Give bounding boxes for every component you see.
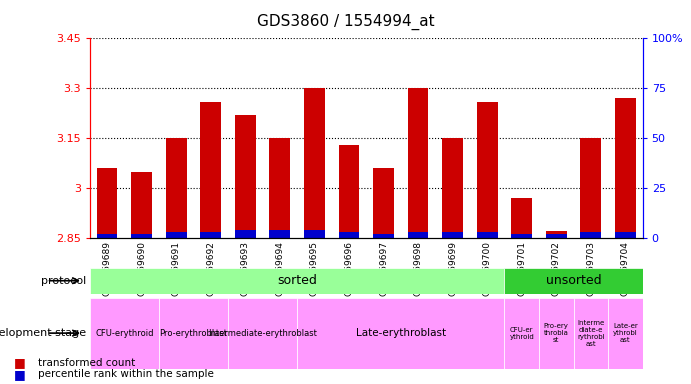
Bar: [546, 232, 567, 238]
Bar: [131, 234, 152, 238]
Bar: [97, 168, 117, 238]
Bar: [373, 234, 394, 238]
Bar: [574, 298, 608, 369]
Bar: [615, 98, 636, 238]
Bar: [304, 230, 325, 238]
Bar: [511, 234, 532, 238]
Bar: [477, 102, 498, 238]
Text: Intermediate-erythroblast: Intermediate-erythroblast: [208, 329, 317, 338]
Text: CFU-erythroid: CFU-erythroid: [95, 329, 153, 338]
Bar: [159, 298, 228, 369]
Bar: [90, 268, 504, 294]
Text: Late-erythroblast: Late-erythroblast: [356, 328, 446, 338]
Text: Late-er
ythrobl
ast: Late-er ythrobl ast: [613, 323, 638, 343]
Bar: [339, 232, 359, 238]
Text: ■: ■: [14, 368, 26, 381]
Bar: [131, 172, 152, 238]
Bar: [511, 198, 532, 238]
Text: GDS3860 / 1554994_at: GDS3860 / 1554994_at: [256, 13, 435, 30]
Bar: [504, 268, 643, 294]
Bar: [615, 232, 636, 238]
Bar: [339, 145, 359, 238]
Text: unsorted: unsorted: [546, 274, 601, 287]
Text: Interme
diate-e
rythrobl
ast: Interme diate-e rythrobl ast: [577, 319, 605, 347]
Bar: [539, 298, 574, 369]
Text: Pro-ery
throbla
st: Pro-ery throbla st: [544, 323, 569, 343]
Bar: [90, 298, 159, 369]
Bar: [373, 168, 394, 238]
Bar: [608, 298, 643, 369]
Bar: [166, 232, 187, 238]
Bar: [97, 234, 117, 238]
Text: protocol: protocol: [41, 276, 86, 286]
Bar: [304, 88, 325, 238]
Bar: [408, 88, 428, 238]
Bar: [504, 298, 539, 369]
Text: sorted: sorted: [277, 274, 317, 287]
Bar: [546, 234, 567, 238]
Bar: [580, 138, 601, 238]
Bar: [200, 232, 221, 238]
Bar: [269, 230, 290, 238]
Text: development stage: development stage: [0, 328, 86, 338]
Bar: [200, 102, 221, 238]
Bar: [408, 232, 428, 238]
Bar: [235, 115, 256, 238]
Text: transformed count: transformed count: [38, 358, 135, 368]
Text: percentile rank within the sample: percentile rank within the sample: [38, 369, 214, 379]
Bar: [477, 232, 498, 238]
Bar: [442, 138, 463, 238]
Bar: [297, 298, 504, 369]
Bar: [228, 298, 297, 369]
Text: ■: ■: [14, 356, 26, 369]
Text: Pro-erythroblast: Pro-erythroblast: [160, 329, 227, 338]
Bar: [442, 232, 463, 238]
Bar: [269, 138, 290, 238]
Bar: [580, 232, 601, 238]
Bar: [166, 138, 187, 238]
Bar: [235, 230, 256, 238]
Text: CFU-er
ythroid: CFU-er ythroid: [509, 327, 534, 339]
